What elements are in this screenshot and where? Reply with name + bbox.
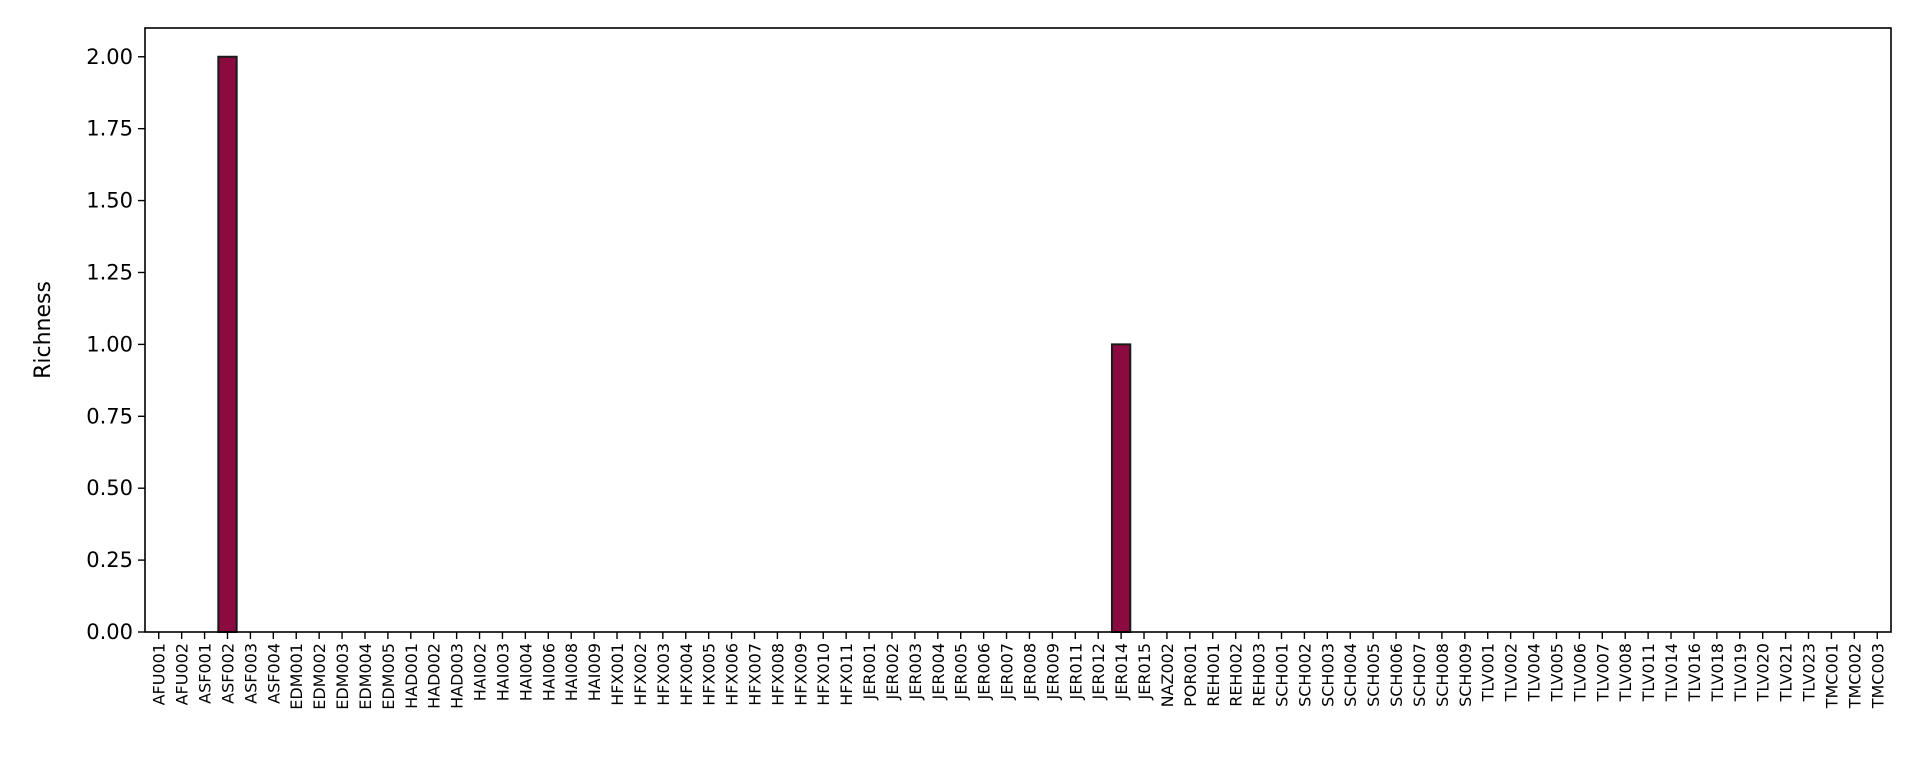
- x-tick-label: HFX011: [837, 643, 856, 706]
- x-tick-label: HFX010: [814, 643, 833, 706]
- x-tick-label: JER005: [952, 643, 971, 700]
- x-tick-label: SCH009: [1456, 643, 1475, 707]
- x-tick-label: AFU002: [173, 643, 192, 705]
- bar-asf002: [217, 55, 238, 634]
- x-tick-label: SCH008: [1433, 643, 1452, 707]
- x-tick-label: SCH004: [1341, 643, 1360, 707]
- x-tick-label: TLV019: [1731, 643, 1750, 702]
- x-tick-label: TLV001: [1479, 643, 1498, 702]
- x-tick-label: SCH003: [1318, 643, 1337, 707]
- x-tick-label: JER011: [1066, 643, 1085, 700]
- y-tick-label: 1.50: [86, 189, 133, 213]
- x-tick-label: JER006: [975, 643, 994, 700]
- y-axis: 0.00 0.25 0.50 0.75 1.00 1.25 1.50 1.75 2.00: [86, 45, 145, 644]
- x-tick-label: HFX005: [700, 643, 719, 706]
- x-tick-label: TLV004: [1525, 643, 1544, 702]
- x-tick-label: HFX004: [677, 643, 696, 706]
- x-tick-label: JER001: [860, 643, 879, 700]
- x-tick-label: HAI008: [562, 643, 581, 701]
- x-tick-label: JER008: [1020, 643, 1039, 700]
- x-tick-label: HAD003: [448, 643, 467, 709]
- x-tick-label: ASF004: [264, 643, 283, 704]
- x-tick-label: JER003: [906, 643, 925, 700]
- x-tick-label: EDM001: [287, 643, 306, 710]
- x-tick-label: SCH007: [1410, 643, 1429, 707]
- x-tick-label: JER015: [1135, 643, 1154, 700]
- x-tick-label: REH003: [1250, 643, 1269, 707]
- x-tick-label: HAD002: [425, 643, 444, 709]
- x-tick-label: AFU001: [150, 643, 169, 705]
- x-tick-label: HAI009: [585, 643, 604, 701]
- x-tick-label: JER002: [883, 643, 902, 700]
- x-tick-label: SCH006: [1387, 643, 1406, 707]
- x-tick-label: REH001: [1204, 643, 1223, 707]
- x-tick-label: SCH001: [1273, 643, 1292, 707]
- x-tick-label: HAI002: [471, 643, 490, 701]
- x-tick-label: HFX008: [768, 643, 787, 706]
- x-tick-label: HFX003: [654, 643, 673, 706]
- x-tick-label: JER014: [1112, 643, 1131, 700]
- bar-jer014: [1110, 343, 1132, 633]
- y-tick-label: 0.75: [86, 404, 133, 428]
- y-tick-label: 0.00: [86, 620, 133, 644]
- x-tick-label: HFX001: [608, 643, 627, 706]
- plot-frame: [144, 27, 1892, 633]
- x-tick-label: HFX006: [723, 643, 742, 706]
- x-tick-label: JER004: [929, 643, 948, 700]
- x-tick-label: HFX007: [745, 643, 764, 706]
- y-tick-label: 2.00: [86, 45, 133, 69]
- x-tick-label: ASF002: [218, 643, 237, 704]
- x-tick-label: TLV016: [1685, 643, 1704, 702]
- x-tick-label: TMC002: [1845, 643, 1864, 709]
- x-tick-label: SCH005: [1364, 643, 1383, 707]
- y-tick-label: 1.75: [86, 117, 133, 141]
- bars-group: [217, 55, 1132, 634]
- x-tick-label: SCH002: [1295, 643, 1314, 707]
- x-tick-label: JER009: [1043, 643, 1062, 700]
- x-tick-label: NAZ002: [1158, 643, 1177, 707]
- x-tick-label: JER012: [1089, 643, 1108, 700]
- y-axis-label: Richness: [31, 281, 56, 379]
- x-tick-label: TLV011: [1639, 643, 1658, 702]
- x-tick-label: TLV020: [1754, 643, 1773, 702]
- y-tick-label: 1.00: [86, 332, 133, 356]
- x-tick-label: TLV007: [1593, 643, 1612, 702]
- x-tick-label: POR001: [1181, 643, 1200, 707]
- x-tick-label: HAI003: [493, 643, 512, 701]
- y-tick-label: 0.50: [86, 476, 133, 500]
- x-tick-label: TLV005: [1547, 643, 1566, 702]
- x-tick-label: JER007: [998, 643, 1017, 700]
- x-tick-label: TLV006: [1570, 643, 1589, 702]
- x-tick-label: TLV023: [1800, 643, 1819, 702]
- x-tick-label: EDM005: [379, 643, 398, 710]
- x-tick-label: TMC001: [1822, 643, 1841, 709]
- x-tick-label: HAI006: [539, 643, 558, 701]
- y-tick-label: 0.25: [86, 548, 133, 572]
- x-tick-label: EDM002: [310, 643, 329, 710]
- x-axis: AFU001 AFU002 ASF001 ASF002 ASF003 ASF004 EDM0…: [150, 632, 1887, 710]
- x-tick-label: ASF001: [196, 643, 215, 704]
- x-tick-label: REH002: [1227, 643, 1246, 707]
- x-tick-label: HAD001: [402, 643, 421, 709]
- x-tick-label: TLV008: [1616, 643, 1635, 702]
- x-tick-label: TMC003: [1868, 643, 1887, 709]
- x-tick-label: ASF003: [241, 643, 260, 704]
- x-tick-label: TLV014: [1662, 643, 1681, 702]
- x-tick-label: EDM003: [333, 643, 352, 710]
- x-tick-label: HFX002: [631, 643, 650, 706]
- x-tick-label: HFX009: [791, 643, 810, 706]
- x-tick-label: HAI004: [516, 643, 535, 701]
- x-tick-label: TLV002: [1502, 643, 1521, 702]
- x-tick-label: TLV021: [1777, 643, 1796, 702]
- x-tick-label: TLV018: [1708, 643, 1727, 702]
- y-tick-label: 1.25: [86, 260, 133, 284]
- x-tick-label: EDM004: [356, 643, 375, 710]
